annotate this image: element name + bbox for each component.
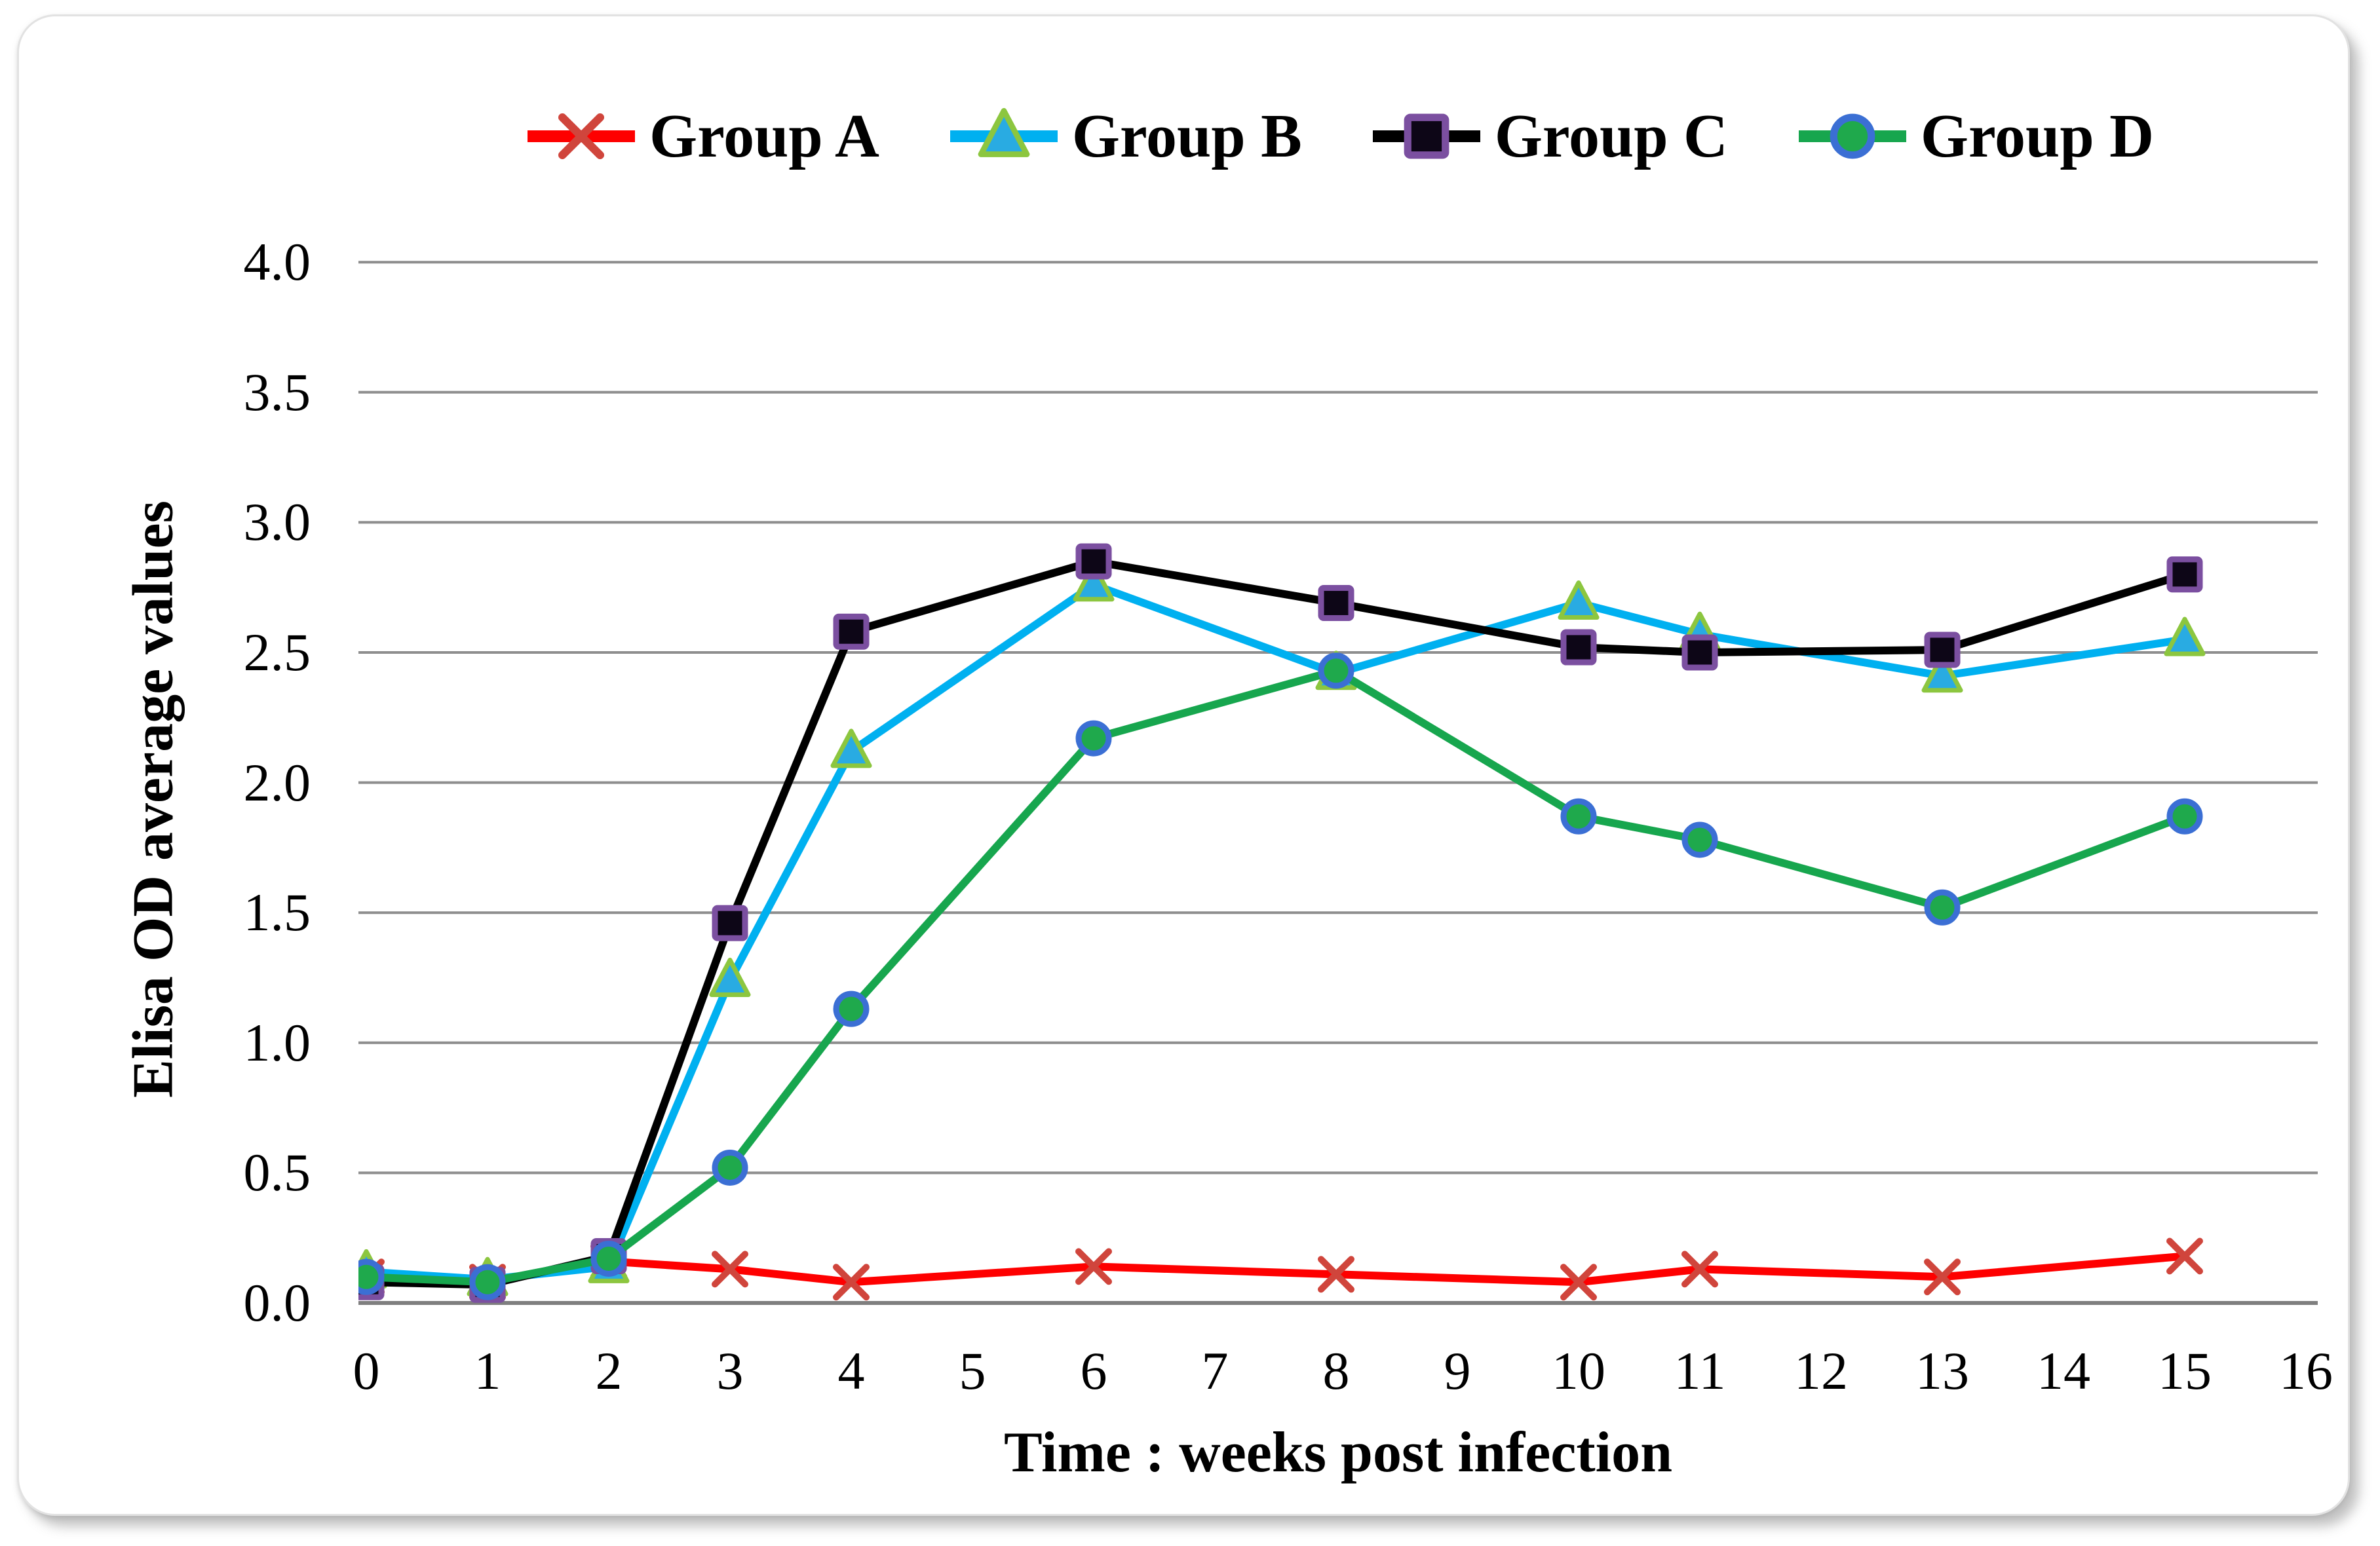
data-point-group-b-week-6: [1073, 562, 1115, 602]
data-point-group-d-week-4: [833, 990, 870, 1027]
x-tick-label-8: 8: [1322, 1341, 1350, 1401]
data-point-group-c-week-10: [1560, 629, 1597, 666]
data-point-group-a-week-13: [1924, 1258, 1961, 1296]
x-tick-label-1: 1: [474, 1341, 501, 1401]
y-tick-label-1.5: 1.5: [243, 882, 311, 943]
data-point-group-d-week-1: [469, 1264, 506, 1300]
x-marker-stroke: [1318, 1256, 1354, 1293]
x-marker-stroke: [833, 1264, 870, 1301]
data-point-group-b-week-10: [1558, 580, 1600, 620]
data-point-group-d-week-2: [590, 1240, 627, 1277]
legend-marker-glyph-group-a: [558, 113, 604, 159]
data-point-group-c-week-4: [833, 613, 870, 650]
data-point-group-a-week-4: [833, 1264, 870, 1301]
x-tick-label-9: 9: [1444, 1341, 1471, 1401]
legend-label-group-c: Group C: [1494, 102, 1728, 170]
y-tick-label-3.5: 3.5: [243, 362, 311, 422]
data-point-group-b-week-15: [2164, 616, 2206, 656]
legend-item-group-c: Group C: [1368, 96, 1728, 177]
plot-area: [358, 261, 2318, 1305]
x-tick-label-12: 12: [1794, 1341, 1848, 1401]
data-point-group-c-week-15: [2166, 556, 2203, 593]
y-tick-label-2.0: 2.0: [243, 752, 311, 812]
legend-marker-group-b: [978, 107, 1030, 157]
x-marker-stroke: [1681, 1251, 1718, 1288]
series-line-group-a: [362, 1252, 2189, 1287]
legend-marker-glyph-group-d: [1830, 113, 1875, 159]
triangle-up-marker-icon: [950, 107, 1058, 157]
legend-marker-group-c: [1404, 113, 1449, 159]
chart-legend: Group A Group B Group C Group D: [358, 94, 2318, 179]
data-point-group-c-week-3: [712, 905, 748, 941]
data-point-group-a-week-8: [1318, 1256, 1354, 1293]
data-point-group-a-week-10: [1560, 1264, 1597, 1301]
y-tick-label-0.0: 0.0: [243, 1273, 311, 1332]
y-tick-label-3.0: 3.0: [243, 492, 311, 552]
x-tick-label-4: 4: [837, 1341, 865, 1401]
legend-item-group-a: Group A: [522, 96, 879, 177]
data-point-group-a-week-11: [1681, 1251, 1718, 1288]
data-point-group-b-week-13: [1921, 653, 1963, 693]
y-tick-label-4.0: 4.0: [243, 232, 311, 292]
y-tick-label-0.5: 0.5: [243, 1142, 311, 1203]
x-tick-label-3: 3: [716, 1341, 744, 1401]
circle-marker-icon: [1798, 113, 1906, 159]
legend-item-group-b: Group B: [945, 96, 1302, 177]
y-tick-label-1.0: 1.0: [243, 1012, 311, 1072]
legend-marker-glyph-group-b: [978, 107, 1030, 157]
x-tick-label-0: 0: [353, 1341, 380, 1401]
data-point-group-d-week-3: [712, 1149, 748, 1186]
x-marker-stroke: [1924, 1258, 1961, 1296]
data-point-group-a-week-6: [1075, 1248, 1112, 1285]
legend-label-group-a: Group A: [649, 102, 879, 170]
x-marker-stroke: [2166, 1237, 2203, 1275]
legend-label-group-d: Group D: [1920, 102, 2154, 170]
legend-marker-glyph-group-c: [1404, 113, 1449, 159]
x-axis-title: Time : weeks post infection: [1003, 1421, 1673, 1484]
x-tick-label-10: 10: [1552, 1341, 1605, 1401]
x-tick-label-16: 16: [2279, 1341, 2333, 1401]
data-point-group-c-week-13: [1924, 632, 1961, 668]
legend-marker-group-a: [558, 113, 604, 159]
legend-item-group-d: Group D: [1794, 96, 2154, 177]
x-marker-stroke: [1560, 1264, 1597, 1301]
data-point-group-c-week-11: [1681, 634, 1718, 671]
data-point-group-d-week-0: [358, 1258, 385, 1295]
legend-label-group-b: Group B: [1071, 102, 1302, 170]
square-marker-icon: [1372, 113, 1480, 159]
x-marker-stroke: [558, 113, 604, 159]
figure-card: Group A Group B Group C Group D Elisa OD av…: [17, 14, 2350, 1516]
x-tick-label-15: 15: [2158, 1341, 2212, 1401]
data-point-group-d-week-15: [2166, 798, 2203, 835]
data-point-group-c-week-8: [1318, 585, 1354, 622]
x-tick-label-6: 6: [1080, 1341, 1107, 1401]
data-point-group-a-week-3: [712, 1251, 748, 1288]
data-point-group-d-week-11: [1681, 821, 1718, 858]
x-tick-label-7: 7: [1201, 1341, 1229, 1401]
x-marker-stroke: [712, 1251, 748, 1288]
x-tick-label-14: 14: [2037, 1341, 2090, 1401]
x-tick-label-2: 2: [595, 1341, 623, 1401]
x-tick-label-13: 13: [1915, 1341, 1969, 1401]
data-point-group-b-week-3: [709, 957, 751, 997]
data-point-group-c-week-6: [1075, 543, 1112, 580]
y-tick-label-2.5: 2.5: [243, 622, 311, 682]
x-marker-stroke: [1075, 1248, 1112, 1285]
data-point-group-b-week-4: [830, 728, 872, 768]
x-tick-label-5: 5: [959, 1341, 986, 1401]
x-tick-label-11: 11: [1674, 1341, 1726, 1401]
data-point-group-d-week-6: [1075, 720, 1112, 757]
data-point-group-d-week-10: [1560, 798, 1597, 835]
legend-marker-group-d: [1830, 113, 1875, 159]
data-point-group-a-week-15: [2166, 1237, 2203, 1275]
data-point-group-d-week-13: [1924, 889, 1961, 926]
data-point-group-d-week-8: [1318, 652, 1354, 689]
x-cross-marker-icon: [528, 113, 635, 159]
